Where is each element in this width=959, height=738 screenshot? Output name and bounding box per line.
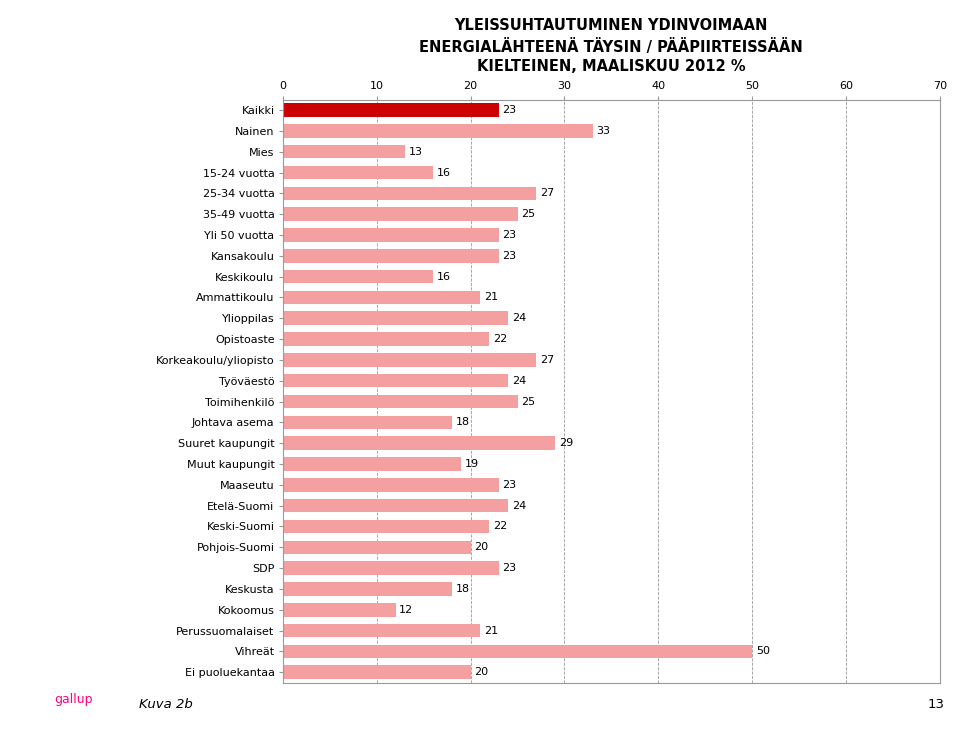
Bar [283, 270, 433, 283]
Text: 22: 22 [493, 522, 507, 531]
Bar [283, 166, 433, 179]
Text: 24: 24 [512, 376, 526, 386]
Bar [283, 311, 508, 325]
Text: 27: 27 [540, 188, 554, 199]
Text: 13: 13 [927, 698, 945, 711]
Text: 33: 33 [596, 126, 610, 136]
Bar [283, 332, 489, 346]
Text: 16: 16 [436, 168, 451, 178]
Text: tns: tns [16, 692, 44, 707]
Text: 12: 12 [399, 604, 413, 615]
Bar [283, 624, 480, 638]
Bar [283, 415, 452, 429]
Text: 18: 18 [456, 584, 470, 594]
Text: 23: 23 [503, 230, 517, 240]
Bar [283, 645, 752, 658]
Bar [283, 499, 508, 512]
Text: 50: 50 [756, 646, 770, 656]
Text: 13: 13 [409, 147, 423, 156]
Text: Kuva 2b: Kuva 2b [139, 698, 193, 711]
Bar [283, 458, 461, 471]
Text: 29: 29 [559, 438, 573, 448]
Text: YLEISSUHTAUTUMINEN YDINVOIMAAN
ENERGIALÄHTEENÄ TÄYSIN / PÄÄPIIRTEISSÄÄN
KIELTEIN: YLEISSUHTAUTUMINEN YDINVOIMAAN ENERGIALÄ… [419, 18, 803, 75]
Text: 20: 20 [475, 542, 488, 552]
Text: 25: 25 [522, 209, 535, 219]
Text: 23: 23 [503, 563, 517, 573]
Bar [283, 249, 499, 263]
Text: 22: 22 [493, 334, 507, 344]
Text: 24: 24 [512, 500, 526, 511]
Bar [283, 207, 518, 221]
Bar [283, 145, 405, 159]
Bar [283, 374, 508, 387]
Bar [283, 478, 499, 492]
Bar [283, 354, 536, 367]
Bar [283, 436, 555, 450]
Bar [283, 520, 489, 534]
Bar [283, 291, 480, 304]
Text: 21: 21 [483, 626, 498, 635]
Text: 23: 23 [503, 251, 517, 261]
Bar [283, 124, 593, 137]
Text: 23: 23 [503, 480, 517, 490]
Bar [283, 603, 395, 616]
Bar [283, 395, 518, 408]
Text: 20: 20 [475, 667, 488, 677]
Bar [283, 540, 471, 554]
Text: 18: 18 [456, 418, 470, 427]
Bar [283, 582, 452, 596]
Text: 24: 24 [512, 313, 526, 323]
Text: 27: 27 [540, 355, 554, 365]
Bar [283, 228, 499, 242]
Bar [283, 187, 536, 200]
Text: 21: 21 [483, 292, 498, 303]
Bar [283, 666, 471, 679]
Text: 23: 23 [503, 105, 517, 115]
Text: gallup: gallup [55, 693, 93, 706]
Text: 19: 19 [465, 459, 480, 469]
Text: 25: 25 [522, 396, 535, 407]
Bar [283, 562, 499, 575]
Text: 16: 16 [436, 272, 451, 282]
Bar [283, 103, 499, 117]
